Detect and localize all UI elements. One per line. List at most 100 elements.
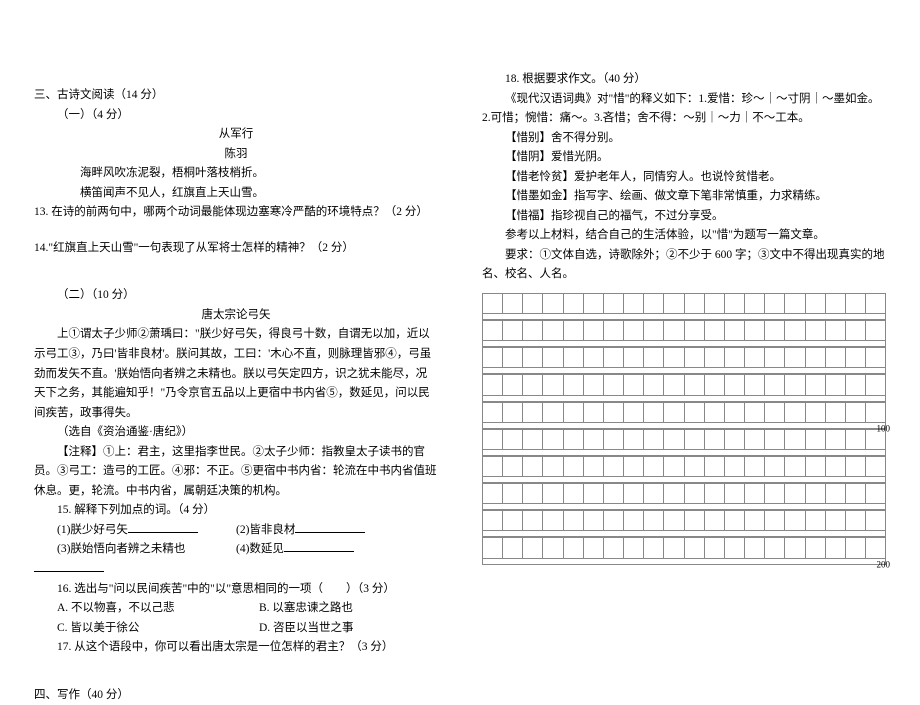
grid-cell[interactable] [664,484,684,504]
grid-cell[interactable] [846,457,866,477]
grid-cell[interactable] [664,430,684,450]
grid-cell[interactable] [826,484,846,504]
grid-cell[interactable] [806,484,826,504]
grid-cell[interactable] [745,430,765,450]
grid-cell[interactable] [806,457,826,477]
grid-cell[interactable] [664,321,684,341]
grid-cell[interactable] [705,403,725,423]
grid-cell[interactable] [725,457,745,477]
grid-cell[interactable] [826,511,846,531]
grid-cell[interactable] [785,457,805,477]
grid-cell[interactable] [826,321,846,341]
grid-cell[interactable] [624,375,644,395]
grid-cell[interactable] [543,348,563,368]
grid-cell[interactable] [846,511,866,531]
grid-cell[interactable] [624,457,644,477]
grid-cell[interactable] [785,511,805,531]
grid-cell[interactable] [543,538,563,558]
grid-cell[interactable] [705,511,725,531]
grid-cell[interactable] [664,403,684,423]
grid-cell[interactable] [866,348,886,368]
grid-cell[interactable] [564,348,584,368]
grid-cell[interactable] [604,375,624,395]
grid-cell[interactable] [866,511,886,531]
grid-cell[interactable] [604,403,624,423]
grid-cell[interactable] [785,375,805,395]
grid-cell[interactable] [564,430,584,450]
grid-cell[interactable] [584,430,604,450]
grid-cell[interactable] [725,348,745,368]
grid-cell[interactable] [564,457,584,477]
grid-cell[interactable] [826,403,846,423]
grid-cell[interactable] [624,403,644,423]
grid-cell[interactable] [483,294,503,314]
grid-cell[interactable] [624,538,644,558]
grid-cell[interactable] [866,321,886,341]
q16-option-b[interactable]: B. 以塞忠谏之路也 [236,599,438,619]
blank-input[interactable] [295,523,365,533]
grid-cell[interactable] [564,294,584,314]
grid-cell[interactable] [725,538,745,558]
grid-cell[interactable] [584,457,604,477]
grid-cell[interactable] [806,375,826,395]
grid-cell[interactable] [785,294,805,314]
grid-cell[interactable] [685,348,705,368]
grid-cell[interactable] [806,348,826,368]
grid-cell[interactable] [644,348,664,368]
grid-cell[interactable] [483,484,503,504]
grid-cell[interactable] [725,375,745,395]
grid-cell[interactable] [483,321,503,341]
grid-cell[interactable] [846,321,866,341]
grid-cell[interactable] [503,538,523,558]
grid-cell[interactable] [745,321,765,341]
grid-cell[interactable] [705,321,725,341]
grid-cell[interactable] [503,375,523,395]
blank-input[interactable] [284,542,354,552]
grid-cell[interactable] [624,348,644,368]
grid-cell[interactable] [604,457,624,477]
grid-cell[interactable] [685,511,705,531]
grid-cell[interactable] [604,430,624,450]
grid-cell[interactable] [745,511,765,531]
grid-cell[interactable] [604,511,624,531]
grid-cell[interactable] [745,375,765,395]
grid-cell[interactable] [564,511,584,531]
grid-cell[interactable] [705,484,725,504]
grid-cell[interactable] [523,484,543,504]
grid-cell[interactable] [685,538,705,558]
grid-cell[interactable] [543,375,563,395]
grid-cell[interactable] [644,375,664,395]
grid-cell[interactable] [624,484,644,504]
grid-cell[interactable] [664,375,684,395]
grid-cell[interactable] [543,294,563,314]
grid-cell[interactable] [644,484,664,504]
grid-cell[interactable] [483,375,503,395]
grid-cell[interactable] [644,294,664,314]
grid-cell[interactable] [785,484,805,504]
grid-cell[interactable] [523,375,543,395]
grid-cell[interactable] [664,511,684,531]
grid-cell[interactable] [866,484,886,504]
grid-cell[interactable] [483,430,503,450]
grid-cell[interactable] [503,321,523,341]
grid-cell[interactable] [765,348,785,368]
blank-input[interactable] [34,562,104,572]
grid-cell[interactable] [685,321,705,341]
grid-cell[interactable] [543,511,563,531]
grid-cell[interactable] [806,511,826,531]
grid-cell[interactable] [523,348,543,368]
grid-cell[interactable] [564,484,584,504]
grid-cell[interactable] [866,538,886,558]
grid-cell[interactable] [584,484,604,504]
grid-cell[interactable] [584,375,604,395]
grid-cell[interactable] [826,294,846,314]
grid-cell[interactable] [604,294,624,314]
grid-cell[interactable] [624,430,644,450]
grid-cell[interactable] [846,538,866,558]
grid-cell[interactable] [523,457,543,477]
grid-cell[interactable] [624,321,644,341]
grid-cell[interactable] [725,321,745,341]
grid-cell[interactable] [866,403,886,423]
grid-cell[interactable] [604,484,624,504]
grid-cell[interactable] [765,457,785,477]
